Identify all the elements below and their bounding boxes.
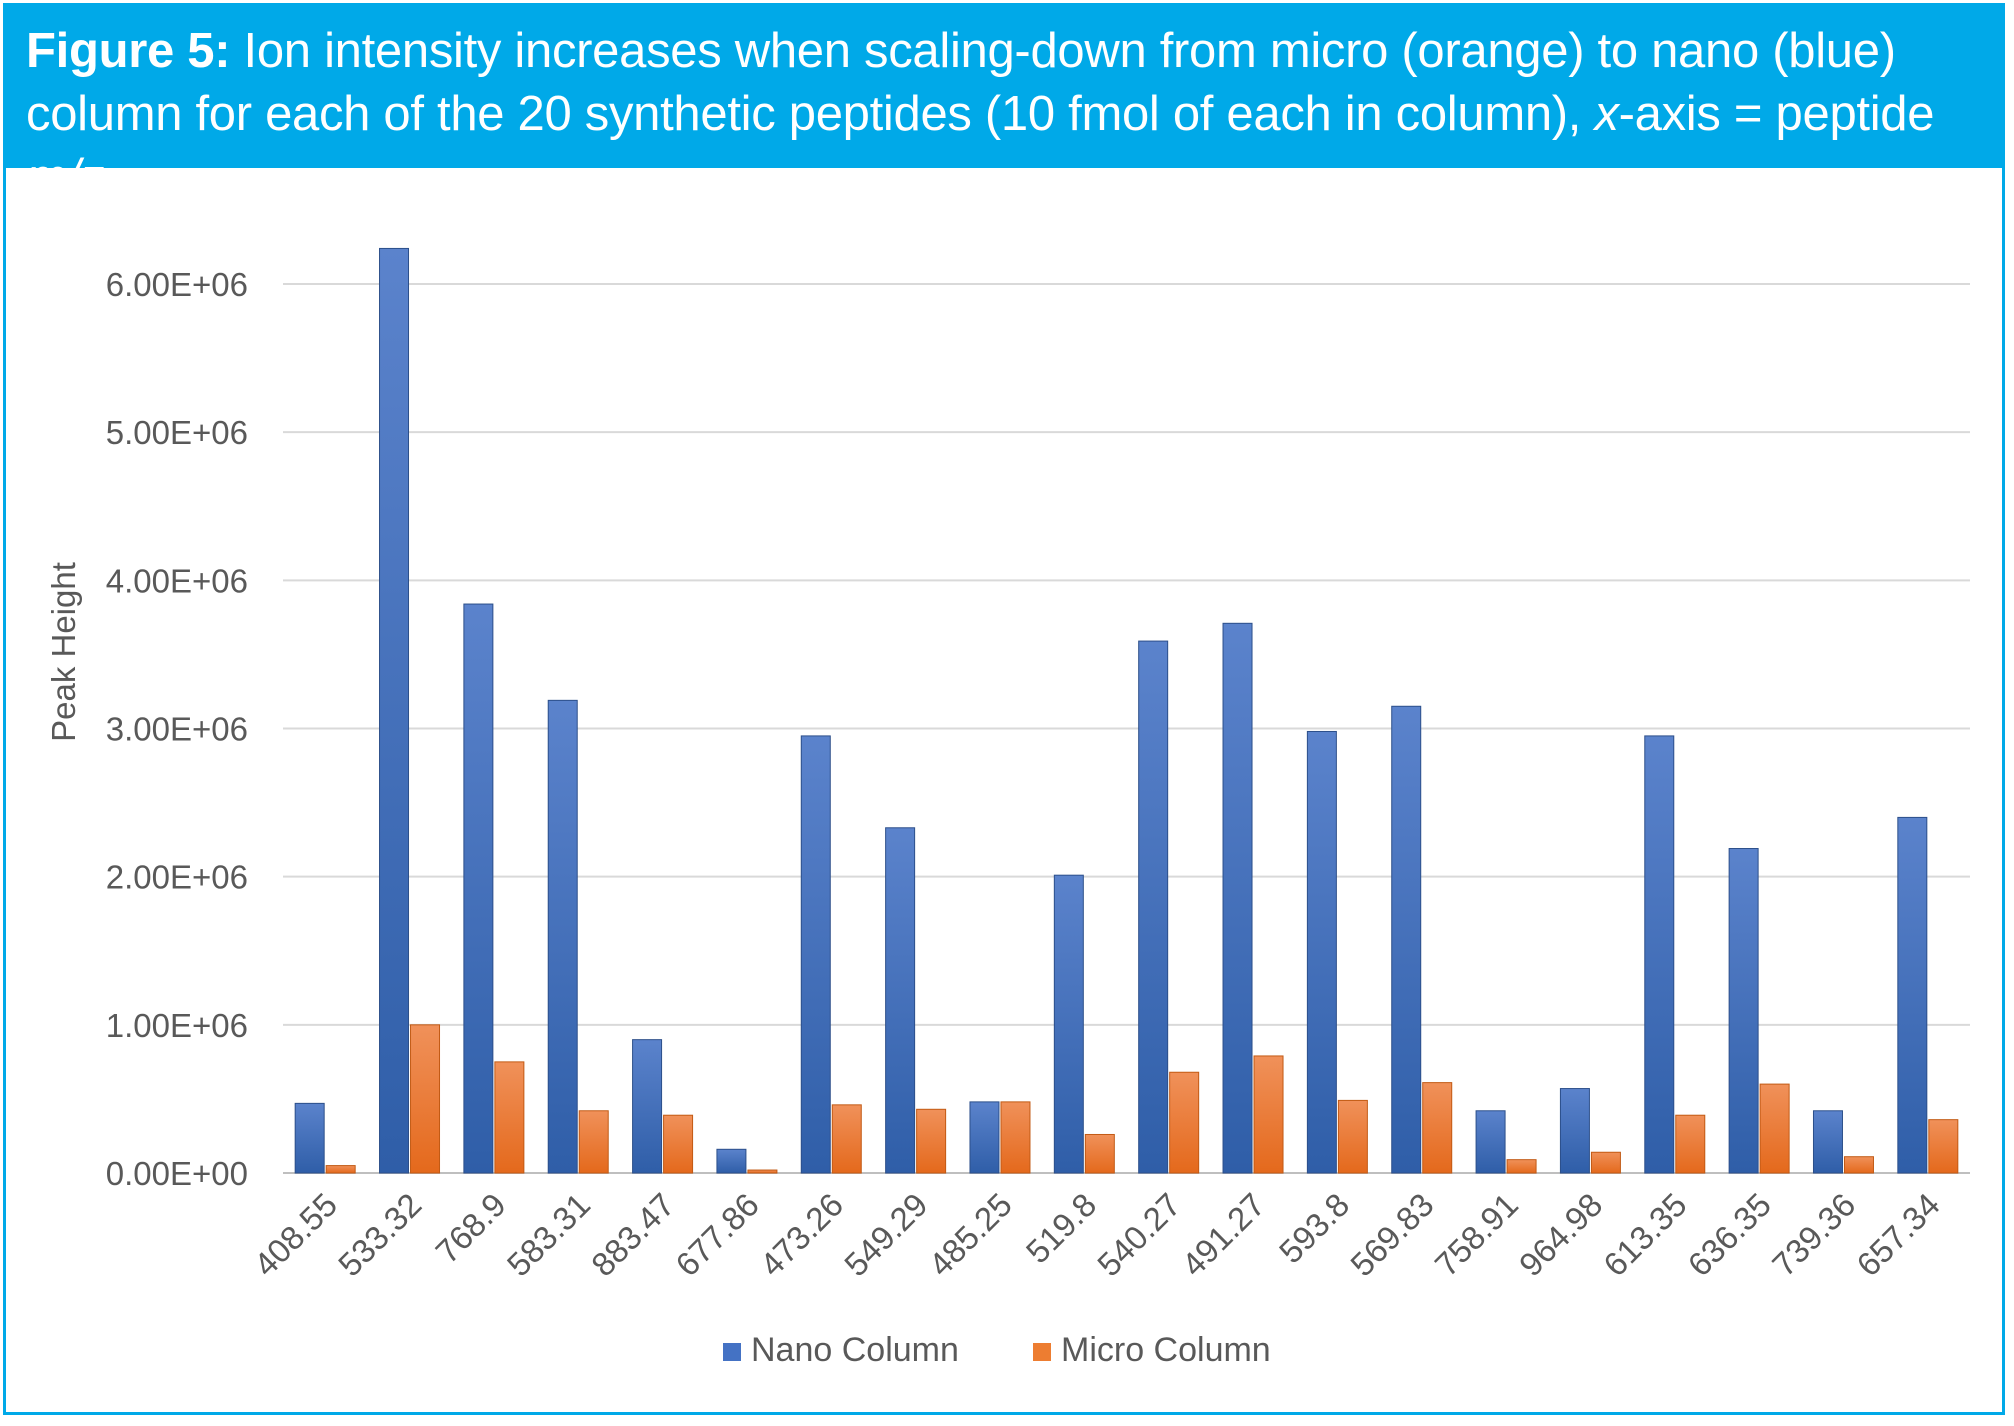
bar-nano — [1222, 622, 1253, 1174]
caption-text-3: . — [104, 150, 118, 204]
x-tick-label: 533.32 — [331, 1186, 429, 1284]
bar-nano — [1559, 1088, 1590, 1174]
bar-micro — [916, 1108, 947, 1174]
bar-micro — [410, 1024, 441, 1174]
x-tick-label: 569.83 — [1343, 1186, 1441, 1284]
bars — [294, 247, 1959, 1174]
bar-micro — [1843, 1156, 1874, 1174]
bar-nano — [1138, 640, 1169, 1174]
x-tick-label: 758.91 — [1427, 1186, 1525, 1284]
gridlines — [283, 283, 1970, 1174]
y-axis-ticks: 0.00E+00 1.00E+06 2.00E+06 3.00E+06 4.00E+06… — [106, 266, 248, 1192]
bar-micro — [578, 1110, 609, 1174]
bar-micro — [1337, 1099, 1368, 1174]
bar-micro — [1759, 1083, 1790, 1174]
x-tick-label: 657.34 — [1849, 1186, 1947, 1284]
y-tick-label: 3.00E+06 — [106, 711, 248, 748]
y-tick-label: 1.00E+06 — [106, 1007, 248, 1044]
caption-lead: Figure 5: — [26, 24, 231, 78]
legend-swatch-nano — [723, 1343, 741, 1361]
bar-nano — [463, 603, 494, 1174]
bar-micro — [663, 1114, 694, 1174]
x-tick-label: 964.98 — [1512, 1186, 1610, 1284]
x-tick-label: 739.36 — [1765, 1186, 1863, 1284]
legend-label-micro: Micro Column — [1061, 1331, 1271, 1369]
bar-nano — [1644, 735, 1675, 1174]
bar-nano — [800, 735, 831, 1174]
caption-italic-mz: m/z — [26, 150, 105, 204]
bar-nano — [1897, 816, 1928, 1174]
x-tick-label: 549.29 — [837, 1186, 935, 1284]
bar-micro — [494, 1061, 525, 1174]
x-tick-label: 485.25 — [921, 1186, 1019, 1284]
bar-nano — [969, 1101, 1000, 1174]
bar-micro — [1928, 1119, 1959, 1174]
bar-micro — [1169, 1071, 1200, 1174]
bar-nano — [1306, 730, 1337, 1174]
bar-nano — [716, 1148, 747, 1174]
x-tick-label: 540.27 — [1090, 1186, 1188, 1284]
bar-micro — [325, 1165, 356, 1174]
bar-micro — [831, 1104, 862, 1174]
bar-nano — [1475, 1110, 1506, 1174]
x-tick-label: 491.27 — [1174, 1186, 1272, 1284]
x-tick-label: 677.86 — [668, 1186, 766, 1284]
x-tick-label: 473.26 — [753, 1186, 851, 1284]
y-tick-label: 5.00E+06 — [106, 414, 248, 451]
bar-micro — [1675, 1114, 1706, 1174]
legend-swatch-micro — [1033, 1343, 1051, 1361]
bar-nano — [1812, 1110, 1843, 1174]
bar-micro — [1506, 1159, 1537, 1174]
caption-text-1: Ion intensity increases when scaling-dow… — [26, 24, 1896, 141]
bar-micro — [747, 1169, 778, 1174]
legend-label-nano: Nano Column — [751, 1331, 959, 1369]
legend: Nano Column Micro Column — [723, 1331, 1271, 1369]
bar-micro — [1000, 1101, 1031, 1174]
x-tick-label: 408.55 — [247, 1186, 345, 1284]
y-tick-label: 0.00E+00 — [106, 1155, 248, 1192]
bar-nano — [1053, 874, 1084, 1174]
bar-micro — [1253, 1055, 1284, 1174]
y-tick-label: 6.00E+06 — [106, 266, 248, 303]
figure-frame: Figure 5: Ion intensity increases when s… — [3, 3, 2005, 1415]
bar-nano — [294, 1102, 325, 1174]
bar-micro — [1590, 1151, 1621, 1174]
x-tick-label: 636.35 — [1681, 1186, 1779, 1284]
caption-text-2: -axis = peptide — [1618, 87, 1935, 141]
figure-caption: Figure 5: Ion intensity increases when s… — [6, 6, 2002, 204]
x-tick-label: 583.31 — [500, 1186, 598, 1284]
bar-nano — [1728, 848, 1759, 1174]
bar-nano — [885, 827, 916, 1174]
x-tick-label: 883.47 — [584, 1186, 682, 1284]
y-axis-label: Peak Height — [45, 562, 82, 742]
bar-nano — [547, 699, 578, 1174]
bar-nano — [379, 247, 410, 1174]
y-tick-label: 4.00E+06 — [106, 562, 248, 599]
bar-nano — [1391, 705, 1422, 1174]
bar-nano — [632, 1039, 663, 1174]
y-tick-label: 2.00E+06 — [106, 859, 248, 896]
bar-micro — [1422, 1082, 1453, 1174]
bar-micro — [1084, 1133, 1115, 1174]
caption-italic-x: x — [1594, 87, 1619, 141]
x-tick-label: 613.35 — [1596, 1186, 1694, 1284]
